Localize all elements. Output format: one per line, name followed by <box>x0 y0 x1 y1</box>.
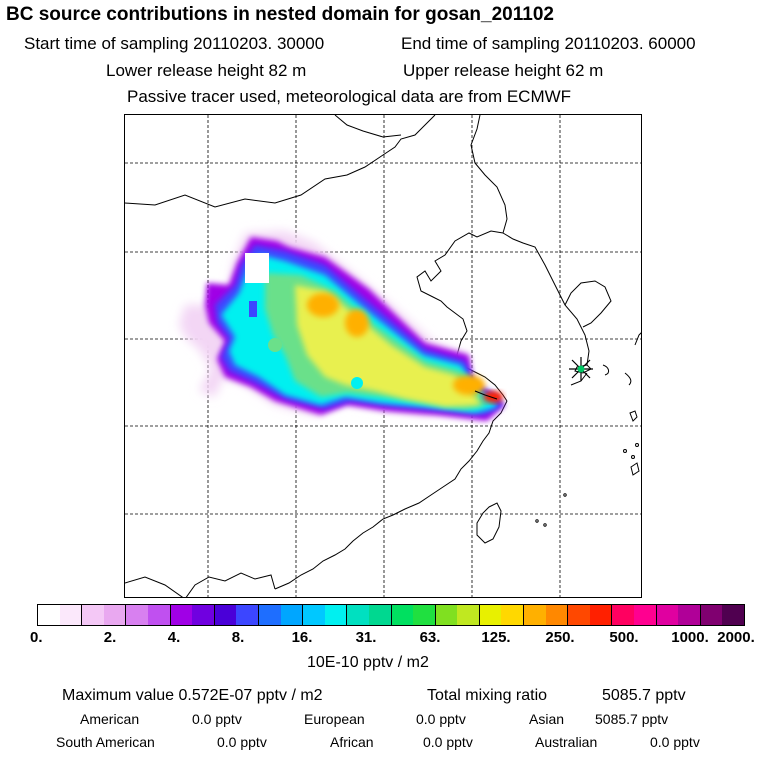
colorbar <box>37 604 745 626</box>
colorbar-swatch <box>368 605 392 625</box>
asian-label: Asian <box>529 711 565 727</box>
colorbar-swatch <box>103 605 127 625</box>
colorbar-swatch <box>700 605 723 625</box>
european-value: 0.0 pptv <box>416 711 466 727</box>
south-american-label: South American <box>56 734 155 750</box>
colorbar-tick-label: 63. <box>419 629 441 646</box>
colorbar-swatch <box>82 605 104 625</box>
plume-orange-core-3 <box>453 375 485 395</box>
australian-value: 0.0 pptv <box>650 734 700 750</box>
total-mixing-label: Total mixing ratio <box>427 687 548 704</box>
colorbar-swatch <box>280 605 304 625</box>
colorbar-swatch <box>413 605 436 625</box>
colorbar-tick-label: 500. <box>609 629 639 646</box>
colorbar-swatch <box>524 605 546 625</box>
coastlines <box>125 115 641 597</box>
colorbar-tick-label: 2000. <box>717 629 755 646</box>
colorbar-swatch <box>258 605 281 625</box>
south-american-value: 0.0 pptv <box>217 734 267 750</box>
colorbar-tick-label: 2. <box>103 629 117 646</box>
upper-release-label: Upper release height 62 m <box>403 61 604 80</box>
colorbar-tick-label: 0. <box>30 629 43 646</box>
chart-title: BC source contributions in nested domain… <box>6 4 554 25</box>
african-value: 0.0 pptv <box>423 734 473 750</box>
colorbar-swatch <box>501 605 525 625</box>
receptor-star-marker <box>569 357 593 381</box>
colorbar-swatch <box>612 605 635 625</box>
colorbar-swatch <box>634 605 657 625</box>
tracer-note: Passive tracer used, meteorological data… <box>127 87 572 106</box>
colorbar-swatch <box>38 605 60 625</box>
colorbar-unit-label: 10E-10 pptv / m2 <box>307 654 429 671</box>
australian-label: Australian <box>535 734 598 750</box>
colorbar-swatch <box>391 605 414 625</box>
colorbar-swatch <box>656 605 679 625</box>
colorbar-swatch <box>722 605 744 625</box>
plume-orange-core-2 <box>345 309 369 337</box>
colorbar-swatch <box>147 605 171 625</box>
colorbar-swatch <box>170 605 193 625</box>
colorbar-swatch <box>214 605 237 625</box>
map-canvas <box>125 115 641 597</box>
colorbar-swatch <box>236 605 259 625</box>
colorbar-tick-label: 4. <box>167 629 181 646</box>
plume-layers <box>179 231 505 421</box>
european-label: European <box>304 711 365 727</box>
american-value: 0.0 pptv <box>192 711 242 727</box>
colorbar-swatch <box>126 605 148 625</box>
colorbar-swatch <box>435 605 458 625</box>
start-time-label: Start time of sampling 20110203. 30000 <box>24 34 325 53</box>
map-panel <box>124 114 642 598</box>
lower-release-label: Lower release height 82 m <box>106 61 307 80</box>
colorbar-tick-label: 8. <box>231 629 245 646</box>
african-label: African <box>330 734 374 750</box>
colorbar-swatch <box>303 605 325 625</box>
colorbar-swatch <box>192 605 215 625</box>
colorbar-swatch <box>457 605 480 625</box>
asian-value: 5085.7 pptv <box>595 711 669 727</box>
colorbar-tick-label: 16. <box>291 629 313 646</box>
colorbar-tick-label: 125. <box>481 629 511 646</box>
colorbar-swatch <box>589 605 613 625</box>
colorbar-swatch <box>678 605 701 625</box>
plume-yellow <box>295 285 481 407</box>
american-label: American <box>80 711 140 727</box>
colorbar-swatch <box>59 605 83 625</box>
colorbar-swatch <box>479 605 502 625</box>
total-mixing-value: 5085.7 pptv <box>602 687 686 704</box>
colorbar-swatch <box>324 605 348 625</box>
max-value-label: Maximum value 0.572E-07 pptv / m2 <box>62 687 323 704</box>
colorbar-tick-label: 31. <box>355 629 377 646</box>
colorbar-tick-label: 250. <box>545 629 575 646</box>
plume-orange-core-1 <box>307 293 339 317</box>
colorbar-swatch <box>545 605 569 625</box>
colorbar-swatch <box>347 605 369 625</box>
colorbar-tick-label: 1000. <box>671 629 709 646</box>
plume-red-core <box>483 391 503 403</box>
colorbar-swatch <box>568 605 590 625</box>
end-time-label: End time of sampling 20110203. 60000 <box>401 34 696 53</box>
